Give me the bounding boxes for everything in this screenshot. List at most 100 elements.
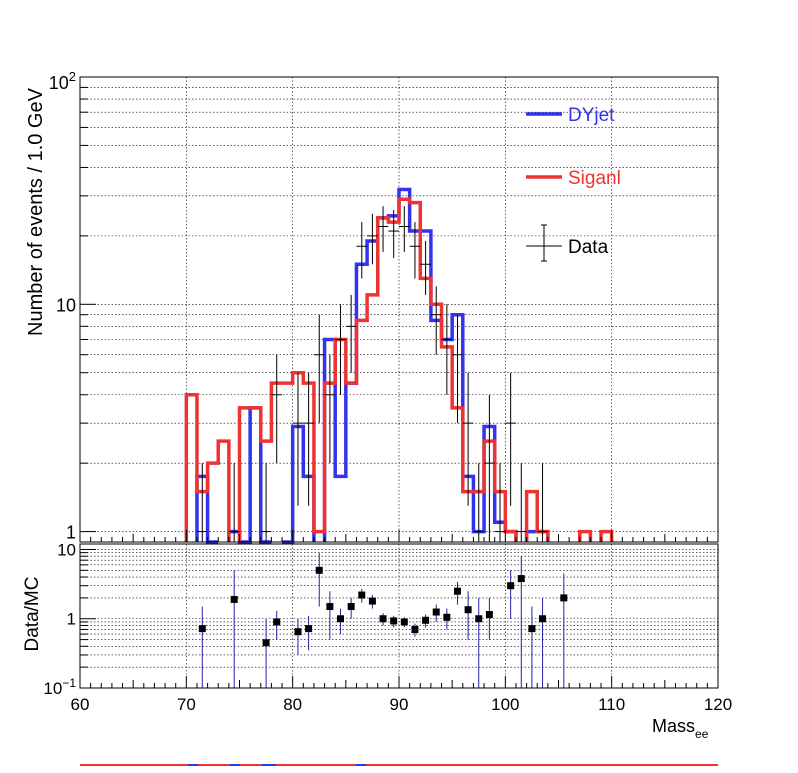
ratio-marker <box>517 575 525 583</box>
ratio-marker <box>273 618 281 626</box>
legend-entry-data: Data <box>526 224 609 262</box>
data-point <box>367 213 378 265</box>
data-point <box>441 304 453 395</box>
ratio-marker <box>347 603 355 611</box>
data-point <box>430 286 442 355</box>
ratio-point <box>347 597 355 619</box>
data-point <box>388 209 399 258</box>
y-tick-label: 10 <box>57 540 76 559</box>
data-point <box>196 463 208 542</box>
ratio-marker <box>443 613 451 621</box>
ratio-point <box>432 604 440 622</box>
ratio-data-points <box>198 552 568 688</box>
ratio-marker <box>368 597 376 605</box>
ratio-marker <box>305 625 313 633</box>
legend-label: DYjet <box>568 105 615 126</box>
ratio-point <box>230 570 238 688</box>
ratio-marker <box>337 615 345 623</box>
ratio-point <box>198 606 206 688</box>
ratio-marker <box>475 615 483 623</box>
ratio-marker <box>358 591 366 599</box>
data-point <box>399 206 410 252</box>
ratio-point <box>305 615 313 651</box>
histogram-siganl <box>184 197 614 542</box>
data-point <box>515 463 527 542</box>
y-tick-label: 102 <box>49 69 76 93</box>
y-tick-label: 1 <box>67 610 76 629</box>
ratio-marker <box>230 595 238 603</box>
y-tick-label-base: 10 <box>56 295 76 315</box>
y-tick-label-base: 1 <box>67 610 76 629</box>
data-point <box>420 240 431 295</box>
ratio-point <box>400 617 408 628</box>
ratio-point <box>337 608 345 635</box>
ratio-point <box>443 608 451 630</box>
ratio-point <box>411 623 419 637</box>
ratio-marker <box>411 625 419 633</box>
y-tick-label-base: 10 <box>43 679 62 698</box>
ratio-marker <box>326 603 334 611</box>
data-point <box>228 463 240 542</box>
x-tick-label: 120 <box>704 695 732 714</box>
ratio-marker <box>432 608 440 616</box>
y-tick-label-base: 10 <box>49 73 69 93</box>
x-axis-label-main: Mass <box>652 716 695 736</box>
y-tick-label-exponent: 2 <box>69 69 76 84</box>
ratio-marker <box>315 566 323 574</box>
ratio-point <box>379 613 387 626</box>
y-tick-label: 10 <box>56 295 76 315</box>
ratio-marker <box>560 594 568 602</box>
data-point <box>345 294 357 373</box>
y-tick-label-exponent: −1 <box>62 676 76 690</box>
data-point <box>409 222 421 279</box>
data-point <box>452 314 463 424</box>
data-point <box>292 372 304 506</box>
data-point <box>473 463 485 542</box>
legend-entry-siganl: Siganl <box>526 168 621 189</box>
ratio-point <box>464 591 472 640</box>
main-y-axis-label: Number of events / 1.0 GeV <box>25 87 47 336</box>
legend: DYjet Siganl Data <box>526 105 621 262</box>
ratio-point <box>390 615 398 628</box>
ratio-point <box>315 552 323 607</box>
ratio-marker <box>507 582 515 590</box>
data-point <box>505 372 516 506</box>
ratio-point <box>273 610 281 640</box>
x-axis-label: Massee <box>652 716 709 741</box>
data-point <box>462 372 474 506</box>
ratio-point <box>517 556 525 688</box>
ratio-point <box>539 597 547 688</box>
ratio-point <box>294 618 302 655</box>
x-axis-label-subscript: ee <box>695 727 709 741</box>
main-data-points <box>196 206 548 542</box>
y-tick-label: 1 <box>66 523 76 543</box>
x-tick-label: 80 <box>283 695 302 714</box>
ratio-point <box>528 606 536 688</box>
y-tick-label: 10−1 <box>43 676 76 698</box>
ratio-point <box>358 588 366 603</box>
ratio-marker <box>453 587 461 595</box>
data-point <box>356 222 368 279</box>
ratio-marker <box>539 615 547 623</box>
ratio-marker <box>528 625 536 633</box>
x-tick-label: 90 <box>390 695 409 714</box>
ratio-y-axis-label: Data/MC <box>22 577 43 652</box>
ratio-point <box>262 618 270 688</box>
data-point <box>377 206 389 252</box>
ratio-point <box>475 597 483 688</box>
ratio-point <box>453 581 461 605</box>
data-point <box>271 354 283 464</box>
ratio-marker <box>198 625 206 633</box>
data-point <box>484 394 495 542</box>
ratio-marker <box>422 616 430 624</box>
data-point <box>260 463 272 542</box>
x-tick-label: 110 <box>598 695 625 714</box>
y-tick-label-base: 1 <box>66 523 76 543</box>
data-point <box>537 463 548 542</box>
legend-label: Siganl <box>568 168 621 189</box>
ratio-grid <box>80 544 718 689</box>
